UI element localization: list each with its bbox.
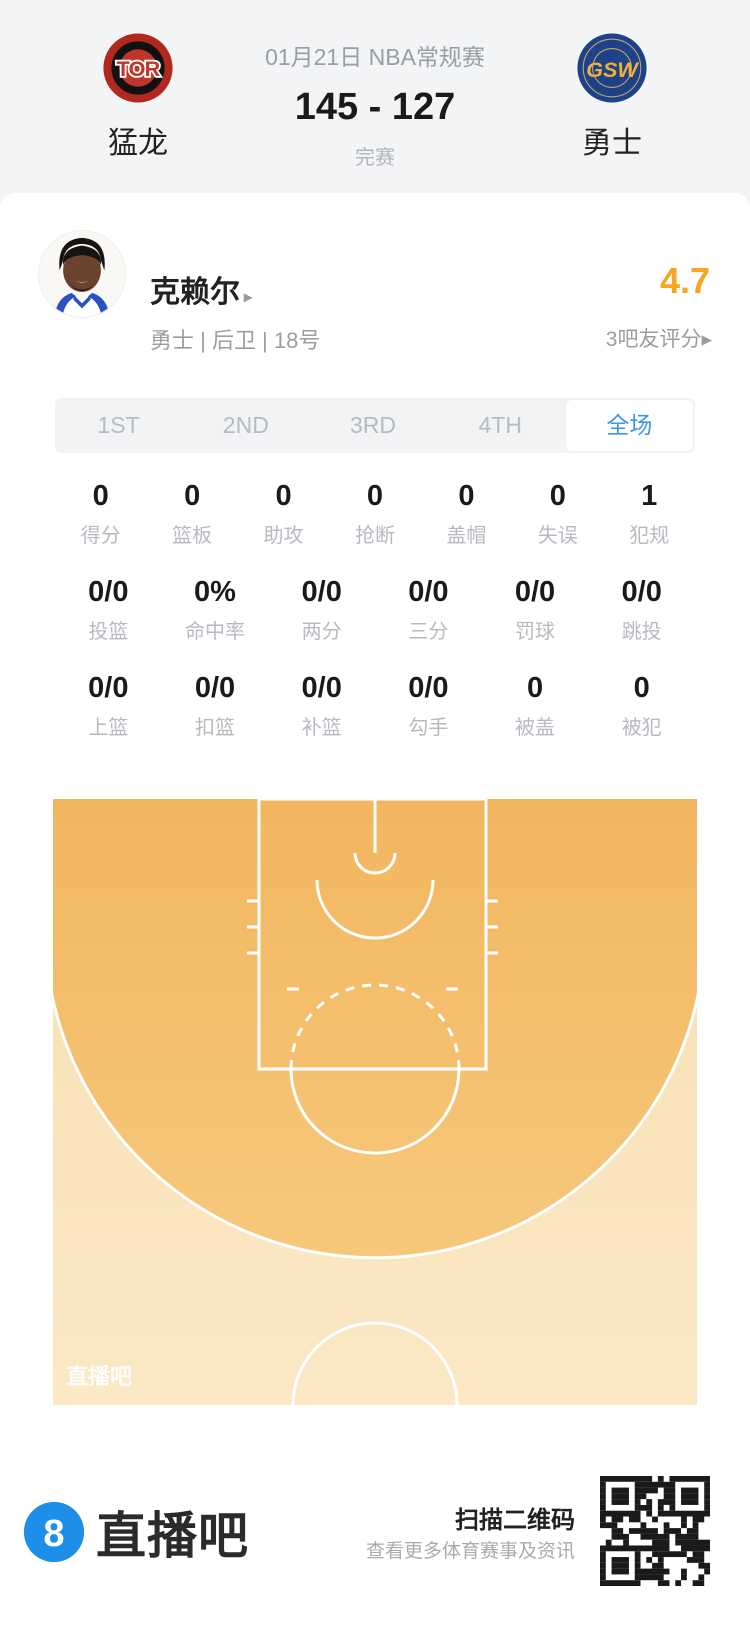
- svg-text:直播吧: 直播吧: [66, 1364, 132, 1389]
- svg-text:8: 8: [43, 1513, 64, 1555]
- svg-text:GSW: GSW: [586, 57, 639, 82]
- svg-text:TOR: TOR: [116, 56, 160, 81]
